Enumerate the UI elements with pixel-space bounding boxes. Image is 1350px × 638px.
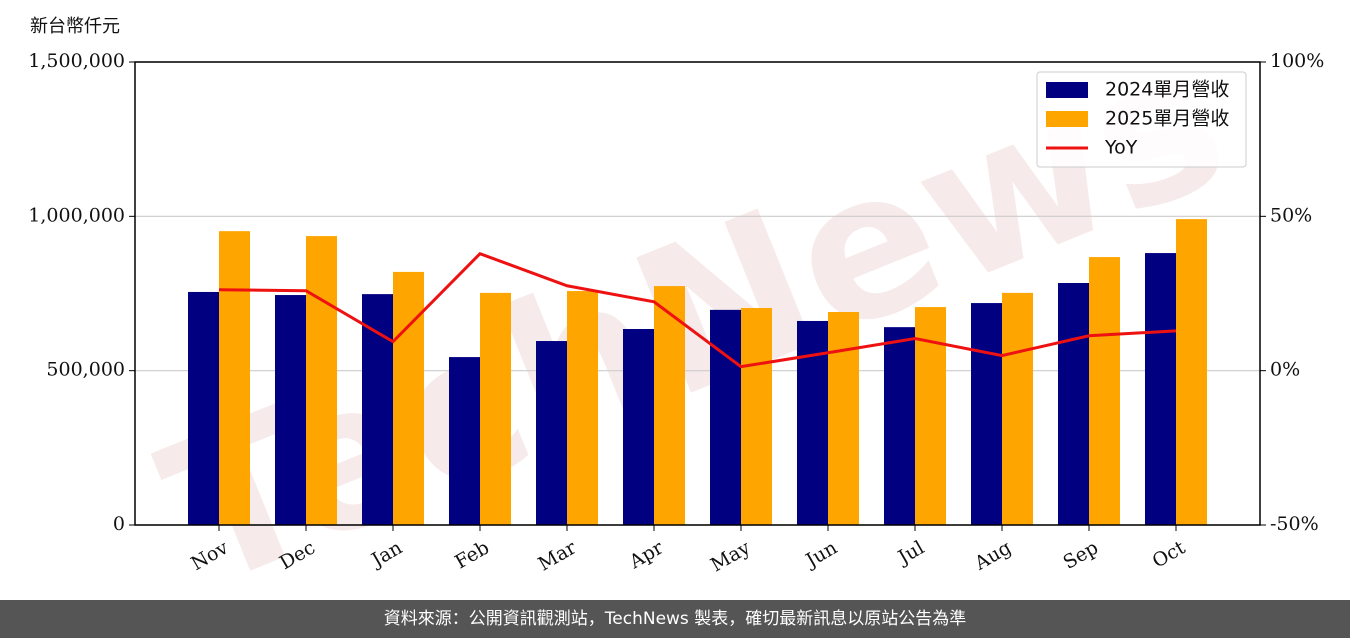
bar	[1002, 292, 1033, 525]
legend-label: 2024單月營收	[1105, 79, 1229, 101]
bar	[710, 309, 741, 525]
bar	[828, 312, 859, 525]
x-tick-label: Jul	[893, 537, 928, 570]
bar	[306, 236, 337, 525]
legend-swatch	[1046, 82, 1088, 98]
legend: 2024單月營收 2025單月營收 YoY	[1036, 71, 1247, 168]
x-tick-label: Mar	[534, 536, 580, 575]
bar	[275, 295, 306, 525]
x-tick-label: Jun	[800, 537, 841, 573]
y2-tick-label: -50%	[1270, 513, 1319, 535]
bar	[393, 271, 424, 525]
y-axis-label: 新台幣仟元	[30, 16, 120, 37]
footer: 資料來源：公開資訊觀測站，TechNews 製表，確切最新訊息以原站公告為準	[384, 609, 966, 629]
bar	[971, 303, 1002, 525]
x-tick-label: Feb	[451, 537, 493, 574]
y2-tick-label: 0%	[1270, 359, 1300, 381]
bar	[1058, 283, 1089, 525]
footer-bar	[0, 600, 1350, 638]
yoy-line	[218, 251, 1177, 369]
legend-label: YoY	[1104, 137, 1138, 159]
x-tick-label: Oct	[1149, 536, 1190, 572]
x-tick-label: Apr	[625, 536, 668, 573]
bar	[188, 291, 219, 525]
y-tick-label: 1,500,000	[28, 50, 125, 72]
bar	[1176, 219, 1207, 525]
y-tick-label: 0	[113, 513, 125, 535]
legend-label: 2025單月營收	[1105, 108, 1229, 130]
bar	[623, 328, 654, 525]
bar	[1089, 257, 1120, 525]
y2-tick-label: 50%	[1270, 204, 1312, 226]
bar	[797, 320, 828, 525]
bar	[884, 327, 915, 525]
bar	[567, 291, 598, 525]
legend-box	[1036, 71, 1247, 168]
bar	[219, 231, 250, 525]
x-tick-label: Sep	[1059, 537, 1102, 574]
y-tick-label: 1,000,000	[28, 204, 125, 226]
bar	[449, 357, 480, 525]
x-tick-label: May	[707, 536, 754, 576]
bar	[480, 292, 511, 525]
y2-tick-label: 100%	[1270, 50, 1324, 72]
legend-swatch	[1046, 111, 1088, 127]
plot-frame	[134, 61, 1261, 526]
y-tick-label: 500,000	[46, 359, 125, 381]
x-tick-label: Aug	[970, 537, 1015, 576]
bar	[536, 341, 567, 525]
bar	[654, 286, 685, 525]
bar	[362, 294, 393, 525]
bar	[1145, 253, 1176, 525]
bar	[741, 308, 772, 525]
